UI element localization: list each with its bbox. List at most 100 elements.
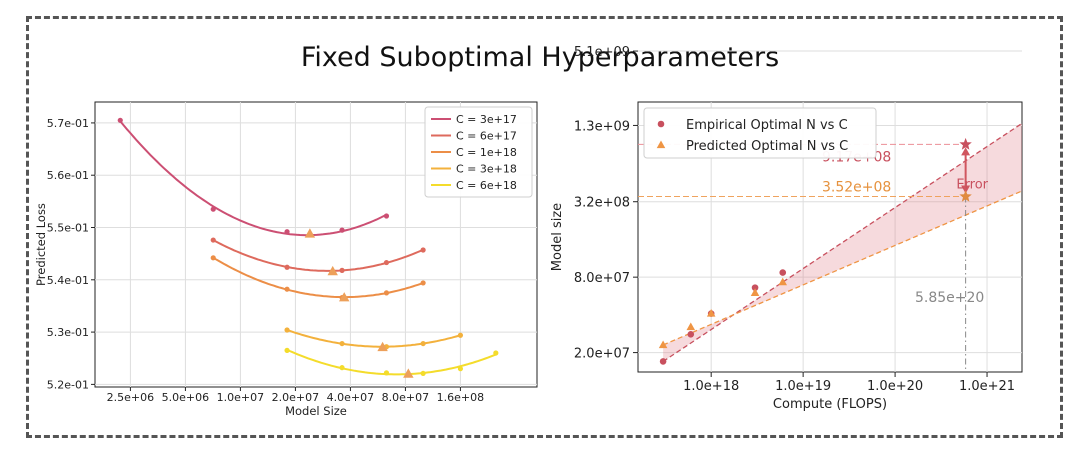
left-y-tick-label: 5.7e-01 <box>47 117 89 130</box>
right-legend-box <box>643 107 877 159</box>
left-legend-label: C = 6e+17 <box>456 130 517 143</box>
left-legend-label: C = 1e+18 <box>456 146 517 159</box>
left-series-curve <box>212 239 424 272</box>
right-y-tick-label: 8.0e+07 <box>574 271 630 286</box>
left-y-tick-label: 5.3e-01 <box>47 326 89 339</box>
compute-value-label: 5.85e+20 <box>915 290 984 306</box>
right-y-axis-label: Model size <box>550 203 565 271</box>
left-data-point <box>210 237 216 243</box>
left-data-point <box>420 247 426 253</box>
left-y-tick-label: 5.6e-01 <box>47 169 89 182</box>
predicted-data-point <box>686 322 696 331</box>
left-data-point <box>457 332 464 338</box>
left-data-point <box>284 327 290 333</box>
error-arrow-head-top <box>961 147 971 156</box>
left-data-point <box>284 347 290 353</box>
left-y-ticks: 5.2e-01 5.3e-01 5.4e-01 5.5e-01 5.6e-01 5.7e-… <box>47 117 95 391</box>
predicted-value-label: 3.52e+08 <box>822 180 891 196</box>
left-legend-label: C = 3e+17 <box>456 113 517 126</box>
right-chart-size-vs-compute: 1.0e+18 1.0e+19 1.0e+20 1.0e+21 2.0e+07 8.0e… <box>550 45 1023 412</box>
left-optimum-marker <box>403 368 414 378</box>
left-x-tick-label: 5.0e+06 <box>162 391 209 404</box>
left-data-point <box>420 280 426 286</box>
left-x-axis-label: Model Size <box>285 404 347 418</box>
left-data-point <box>284 229 290 235</box>
left-optimum-marker <box>304 228 316 238</box>
left-data-point <box>420 340 426 347</box>
left-optimum-marker <box>339 292 350 302</box>
right-x-axis-label: Compute (FLOPS) <box>773 397 887 412</box>
error-label: Error <box>956 178 988 193</box>
left-legend-label: C = 6e+18 <box>456 179 517 192</box>
right-y-tick-label: 2.0e+07 <box>574 347 630 362</box>
left-series-curve <box>286 329 461 348</box>
right-x-tick-label: 1.0e+20 <box>867 379 923 394</box>
left-plot-frame <box>94 101 538 388</box>
left-data-point <box>210 206 216 212</box>
left-y-tick-label: 5.4e-01 <box>47 274 89 287</box>
right-x-tick-label: 1.0e+21 <box>959 379 1015 394</box>
predicted-data-point <box>778 277 788 286</box>
left-y-tick-label: 5.2e-01 <box>47 378 89 391</box>
empirical-data-point <box>751 284 759 291</box>
left-data-point <box>339 365 345 371</box>
predicted-extrapolation-star <box>959 190 972 202</box>
left-data-point <box>383 259 390 266</box>
right-x-ticks: 1.0e+18 1.0e+19 1.0e+20 1.0e+21 <box>683 372 1015 394</box>
left-series-curve <box>212 256 424 299</box>
figure-title: Fixed Suboptimal Hyperparameters <box>300 42 780 73</box>
empirical-extrapolation-star <box>959 137 972 150</box>
left-data-point <box>383 213 390 219</box>
left-data-point <box>117 117 123 123</box>
empirical-data-point <box>779 269 787 276</box>
left-data-point <box>457 366 464 372</box>
right-x-tick-label: 1.0e+19 <box>775 379 831 394</box>
empirical-data-point <box>687 330 695 338</box>
left-data-point <box>339 227 345 233</box>
left-x-tick-label: 1.0e+07 <box>217 391 264 404</box>
left-series-curve <box>286 348 497 376</box>
right-legend-label: Predicted Optimal N vs C <box>686 139 848 154</box>
left-chart-loss-vs-size: 2.5e+06 5.0e+06 1.0e+07 2.0e+07 4.0e+07 8.0e+… <box>34 101 538 418</box>
left-data-point <box>339 267 345 273</box>
left-x-tick-label: 2.0e+07 <box>272 391 319 404</box>
left-data-point <box>383 370 390 376</box>
left-x-tick-label: 2.5e+06 <box>107 391 154 404</box>
right-y-ticks: 2.0e+07 8.0e+07 3.2e+08 1.3e+09 5.1e+09 <box>574 45 638 362</box>
right-y-tick-label: 1.3e+09 <box>574 119 630 134</box>
left-series <box>117 117 499 378</box>
left-x-ticks: 2.5e+06 5.0e+06 1.0e+07 2.0e+07 4.0e+07 8.0e+… <box>107 387 484 404</box>
left-x-tick-label: 8.0e+07 <box>382 391 429 404</box>
predicted-data-point <box>706 309 716 317</box>
right-y-tick-label: 5.1e+09 <box>574 45 630 60</box>
left-y-tick-label: 5.5e-01 <box>47 222 89 235</box>
right-legend-triangle-marker <box>656 140 666 149</box>
dashed-frame <box>26 16 1063 438</box>
left-optimum-marker <box>377 341 388 352</box>
predicted-fit-line <box>662 190 1023 346</box>
right-plot-frame <box>637 101 1023 373</box>
left-x-tick-label: 1.6e+08 <box>437 391 484 404</box>
left-data-point <box>493 350 499 356</box>
left-data-point <box>383 290 390 296</box>
left-data-point <box>339 340 345 347</box>
left-legend-label: C = 3e+18 <box>456 163 517 176</box>
left-optimum-marker <box>327 265 338 276</box>
left-series-curve <box>119 120 387 237</box>
left-data-point <box>284 286 290 292</box>
right-legend-label: Empirical Optimal N vs C <box>686 118 848 133</box>
right-x-tick-label: 1.0e+18 <box>683 379 739 394</box>
predicted-data-point <box>750 288 760 296</box>
empirical-data-point <box>659 358 667 365</box>
right-legend: Empirical Optimal N vs C Predicted Optima… <box>643 107 877 159</box>
left-y-axis-label: Predicted Loss <box>34 203 48 286</box>
left-data-point <box>210 255 216 261</box>
left-data-point <box>284 264 290 270</box>
right-y-tick-label: 3.2e+08 <box>574 196 630 211</box>
left-legend: C = 3e+17 C = 6e+17 C = 1e+18 C = 3e+18 C = … <box>424 106 533 198</box>
left-legend-box <box>424 106 533 198</box>
error-arrow-head-bottom <box>961 185 971 194</box>
left-data-point <box>420 370 426 377</box>
